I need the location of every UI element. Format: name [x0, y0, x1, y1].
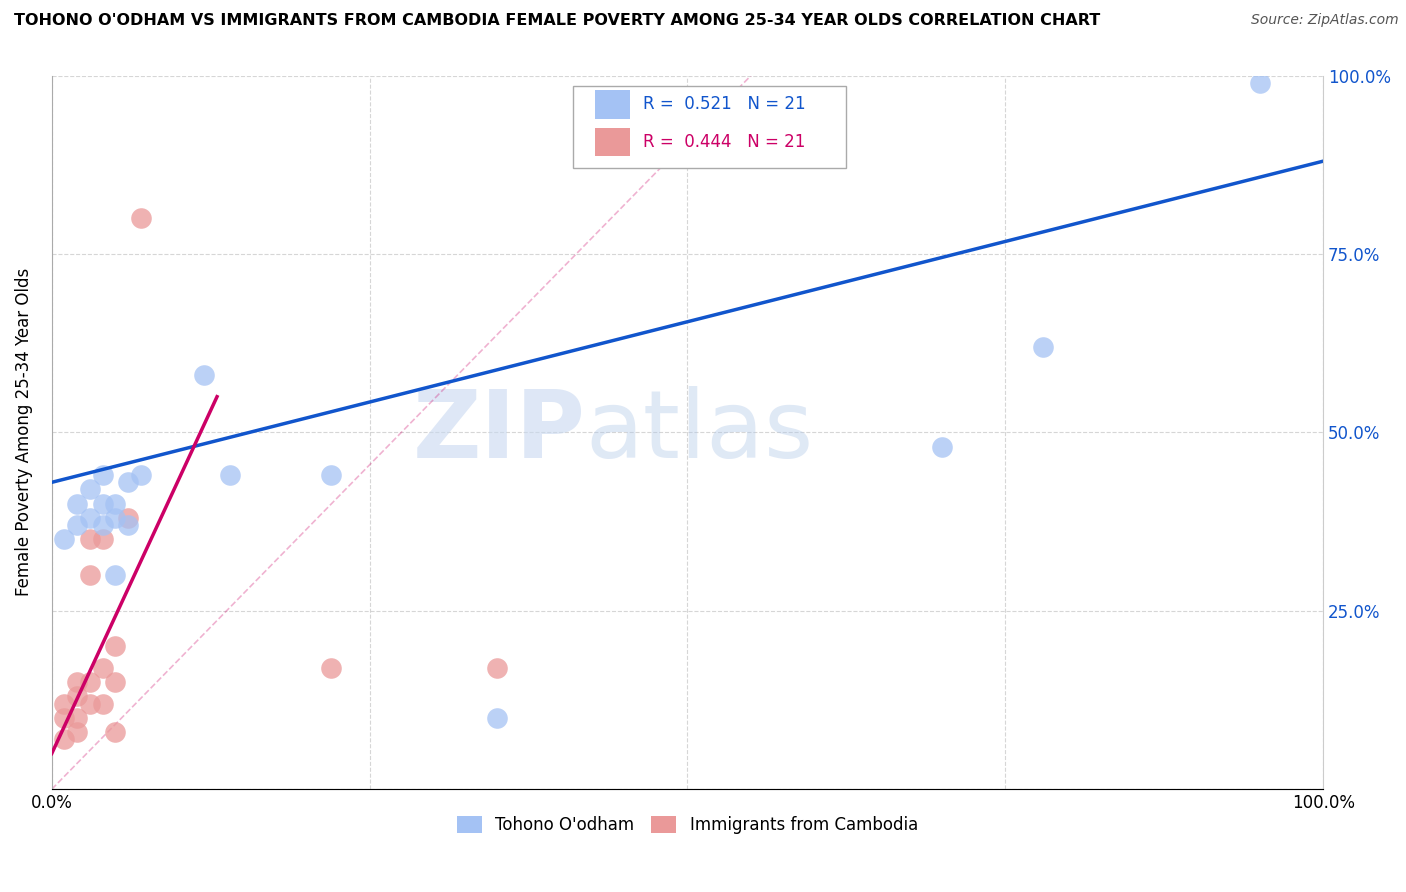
Point	[66, 518, 89, 533]
FancyBboxPatch shape	[574, 87, 846, 169]
Point	[129, 468, 152, 483]
Y-axis label: Female Poverty Among 25-34 Year Olds: Female Poverty Among 25-34 Year Olds	[15, 268, 32, 597]
Point	[117, 518, 139, 533]
Point	[66, 497, 89, 511]
Point	[104, 725, 127, 739]
Point	[117, 511, 139, 525]
Point	[53, 533, 76, 547]
Point	[53, 732, 76, 747]
Point	[129, 211, 152, 226]
Point	[117, 475, 139, 490]
Point	[1032, 340, 1054, 354]
Point	[53, 711, 76, 725]
Point	[104, 511, 127, 525]
Point	[91, 533, 114, 547]
Point	[218, 468, 240, 483]
Legend: Tohono O'odham, Immigrants from Cambodia: Tohono O'odham, Immigrants from Cambodia	[457, 816, 918, 834]
Point	[321, 468, 343, 483]
FancyBboxPatch shape	[595, 128, 630, 156]
Text: atlas: atlas	[586, 386, 814, 478]
Point	[79, 483, 101, 497]
Text: R =  0.444   N = 21: R = 0.444 N = 21	[643, 133, 806, 151]
Text: ZIP: ZIP	[413, 386, 586, 478]
Point	[79, 533, 101, 547]
Point	[485, 711, 508, 725]
Point	[91, 697, 114, 711]
Point	[79, 675, 101, 690]
Text: TOHONO O'ODHAM VS IMMIGRANTS FROM CAMBODIA FEMALE POVERTY AMONG 25-34 YEAR OLDS : TOHONO O'ODHAM VS IMMIGRANTS FROM CAMBOD…	[14, 13, 1101, 29]
Point	[66, 711, 89, 725]
Point	[321, 661, 343, 675]
Point	[79, 568, 101, 582]
Point	[66, 725, 89, 739]
Point	[66, 675, 89, 690]
Point	[66, 690, 89, 704]
Point	[91, 661, 114, 675]
FancyBboxPatch shape	[595, 90, 630, 119]
Point	[79, 697, 101, 711]
Point	[104, 675, 127, 690]
Text: Source: ZipAtlas.com: Source: ZipAtlas.com	[1251, 13, 1399, 28]
Point	[104, 497, 127, 511]
Point	[91, 468, 114, 483]
Point	[193, 368, 215, 383]
Point	[1249, 76, 1271, 90]
Point	[931, 440, 953, 454]
Point	[485, 661, 508, 675]
Point	[53, 697, 76, 711]
Point	[91, 497, 114, 511]
Point	[104, 640, 127, 654]
Text: R =  0.521   N = 21: R = 0.521 N = 21	[643, 95, 806, 113]
Point	[91, 518, 114, 533]
Point	[104, 568, 127, 582]
Point	[79, 511, 101, 525]
